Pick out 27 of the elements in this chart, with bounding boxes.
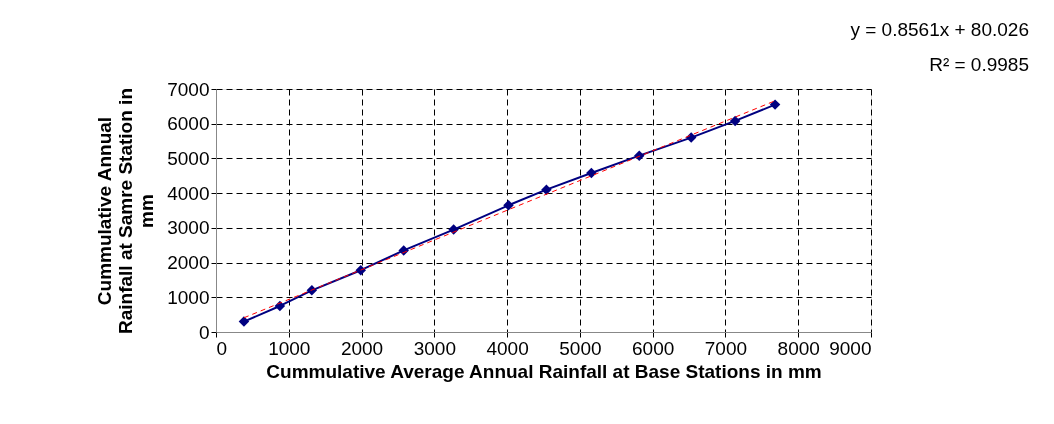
y-tick-label: 6000 — [167, 113, 210, 135]
y-tick-label: 5000 — [167, 147, 210, 169]
y-tick-label: 0 — [198, 321, 210, 343]
y-axis-title: Cummulative Annual Rainfall at Samre Station in mm — [94, 88, 158, 334]
x-tick-label: 6000 — [632, 337, 675, 359]
point — [503, 200, 514, 211]
point — [355, 264, 366, 276]
x-tick-label: 3000 — [413, 337, 456, 359]
point — [685, 132, 697, 143]
x-tick-label: 8000 — [777, 337, 820, 359]
y-tick-label: 2000 — [167, 252, 210, 274]
y-tick-label: 3000 — [167, 217, 210, 239]
y-tick-label: 1000 — [167, 286, 210, 308]
text: y = 0.8561x + 80.026 — [850, 19, 1029, 40]
point — [541, 184, 552, 195]
x-tick-label: 7000 — [704, 337, 748, 359]
y-tick-label: 7000 — [167, 78, 210, 100]
text: R² = 0.9985 — [929, 54, 1029, 75]
x-tick-label: 0 — [216, 337, 228, 359]
y-tick-label: 4000 — [167, 182, 210, 204]
x-axis-title: Cummulative Average Annual Rainfall at Base Stations in mm — [266, 360, 822, 382]
x-tick-label: 9000 — [829, 337, 872, 359]
x-tick-label: 1000 — [268, 337, 311, 359]
x-tick-label: 4000 — [486, 337, 529, 359]
x-tick-label: 5000 — [559, 337, 602, 359]
x-tick-label: 2000 — [340, 337, 384, 359]
point — [729, 115, 741, 127]
